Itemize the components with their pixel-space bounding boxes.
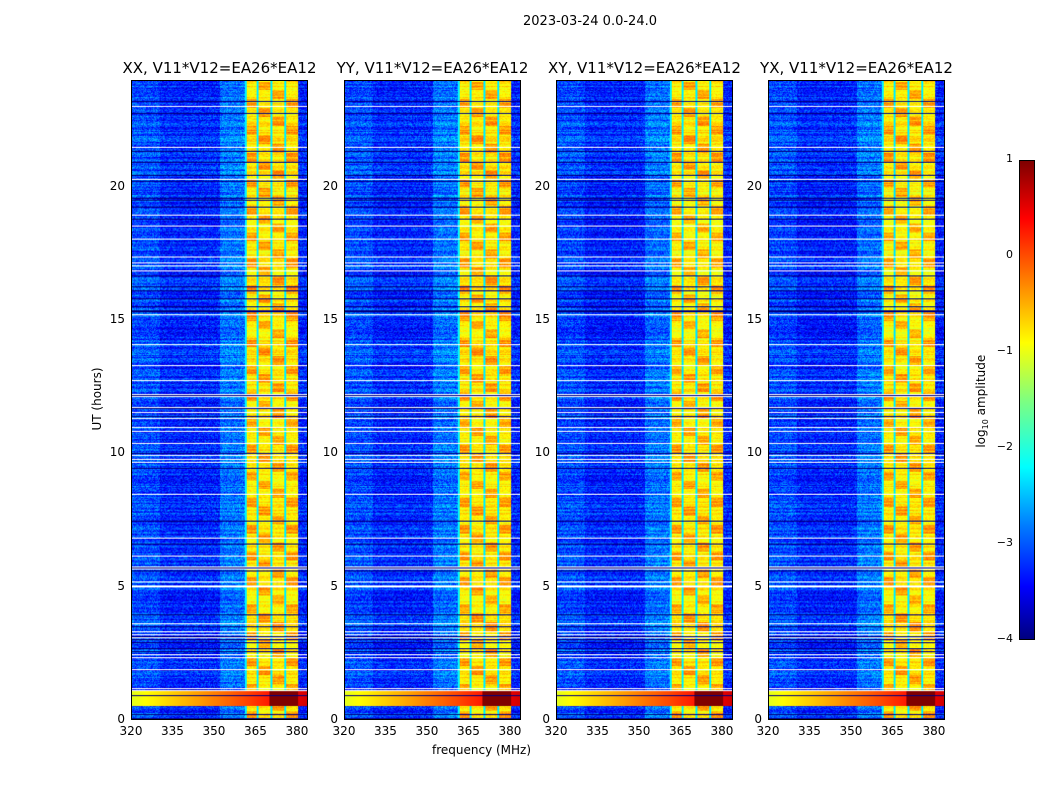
spectrogram-image (132, 81, 307, 719)
x-tick-label: 320 (756, 724, 780, 738)
x-tick-label: 350 (415, 724, 439, 738)
x-tick-label: 320 (544, 724, 568, 738)
x-tick-label: 365 (669, 724, 692, 738)
y-tick-label: 10 (109, 445, 125, 460)
x-axis-label: frequency (MHz) (432, 743, 532, 757)
y-tick-label: 10 (746, 445, 762, 460)
y-tick-label: 20 (746, 178, 762, 193)
x-tick-label: 365 (881, 724, 904, 738)
spectrogram-panel (768, 80, 945, 720)
y-tick-label: 5 (542, 578, 550, 593)
x-tick-label: 335 (798, 724, 821, 738)
panel-title: XX, V11*V12=EA26*EA12 (122, 59, 317, 77)
panel-title: YX, V11*V12=EA26*EA12 (760, 59, 953, 77)
x-tick-label: 350 (202, 724, 226, 738)
spectrogram-image (557, 81, 732, 719)
y-tick-label: 5 (330, 578, 338, 593)
x-tick-label: 380 (710, 724, 734, 738)
y-tick-label: 0 (117, 712, 125, 726)
x-tick-label: 380 (922, 724, 946, 738)
x-tick-label: 350 (627, 724, 651, 738)
colorbar-tick-label: 1 (1006, 152, 1013, 165)
x-tick-label: 365 (457, 724, 480, 738)
y-tick-label: 15 (746, 312, 762, 326)
x-tick-label: 335 (586, 724, 609, 738)
y-tick-label: 15 (534, 312, 550, 326)
spectrogram-panel (556, 80, 733, 720)
figure-title: 2023-03-24 0.0-24.0 (523, 14, 657, 29)
colorbar-tick-label: 0 (1006, 248, 1013, 261)
y-tick-label: 5 (754, 578, 762, 593)
y-axis-label: UT (hours) (90, 367, 104, 431)
colorbar-label: log10 amplitude (973, 354, 991, 448)
x-tick-label: 350 (839, 724, 863, 738)
spectrogram-image (769, 81, 944, 719)
x-tick-label: 380 (498, 724, 522, 738)
x-tick-label: 335 (161, 724, 184, 738)
y-tick-label: 10 (534, 445, 550, 460)
panel-title: YY, V11*V12=EA26*EA12 (336, 59, 529, 77)
y-tick-label: 10 (322, 445, 338, 460)
y-tick-label: 0 (542, 712, 550, 726)
spectrogram-image (345, 81, 520, 719)
y-tick-label: 15 (322, 312, 338, 326)
x-tick-label: 365 (244, 724, 267, 738)
x-tick-label: 380 (285, 724, 309, 738)
y-tick-label: 15 (109, 312, 125, 326)
x-tick-label: 335 (374, 724, 397, 738)
colorbar-tick-label: −3 (996, 536, 1013, 549)
y-tick-label: 20 (534, 178, 550, 193)
colorbar-tick-label: −2 (996, 440, 1013, 453)
spectrogram-panel (344, 80, 521, 720)
y-tick-label: 20 (109, 178, 125, 193)
colorbar (1019, 160, 1035, 640)
colorbar-tick-label: −1 (996, 344, 1013, 357)
x-tick-label: 320 (119, 724, 143, 738)
colorbar-tick-label: −4 (996, 632, 1013, 645)
y-tick-label: 0 (330, 712, 338, 726)
y-tick-label: 0 (754, 712, 762, 726)
y-tick-label: 20 (322, 178, 338, 193)
spectrogram-panel (131, 80, 308, 720)
x-tick-label: 320 (332, 724, 356, 738)
panel-title: XY, V11*V12=EA26*EA12 (548, 59, 741, 77)
y-tick-label: 5 (117, 578, 125, 593)
